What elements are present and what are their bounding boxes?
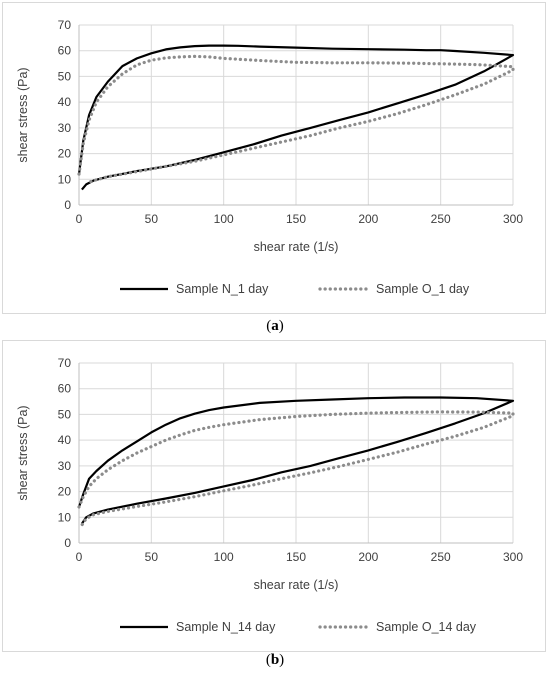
chart-1-y-axis-label: shear stress (Pa) bbox=[16, 405, 30, 500]
chart-0-legend-label-1: Sample O_1 day bbox=[376, 282, 470, 296]
chart-1-y-tick-label: 60 bbox=[58, 382, 72, 396]
chart-0-x-tick-label: 50 bbox=[145, 212, 159, 226]
chart-1-y-tick-label: 40 bbox=[58, 433, 72, 447]
chart-0-legend-label-0: Sample N_1 day bbox=[176, 282, 269, 296]
chart-0-y-tick-label: 20 bbox=[58, 147, 72, 161]
chart-1-series-line-1 bbox=[77, 410, 515, 527]
chart-1-x-tick-label: 250 bbox=[431, 550, 451, 564]
chart-1-y-tick-label: 0 bbox=[64, 536, 71, 550]
chart-1-series-line-0 bbox=[77, 396, 515, 525]
chart-1-legend-label-1: Sample O_14 day bbox=[376, 620, 477, 634]
chart-0-y-axis-label: shear stress (Pa) bbox=[16, 67, 30, 162]
chart-0-x-tick-label: 300 bbox=[503, 212, 523, 226]
chart-0-y-tick-label: 30 bbox=[58, 121, 72, 135]
chart-1-y-tick-label: 70 bbox=[58, 356, 72, 370]
chart-1-x-tick-label: 150 bbox=[286, 550, 306, 564]
chart-1-x-tick-label: 50 bbox=[145, 550, 159, 564]
chart-1-x-axis-label: shear rate (1/s) bbox=[254, 578, 339, 592]
chart-1-x-tick-label: 300 bbox=[503, 550, 523, 564]
chart-0-y-tick-label: 10 bbox=[58, 172, 72, 186]
chart-0-x-tick-label: 200 bbox=[358, 212, 378, 226]
chart-b-svg: 0 10 20 30 40 50 60 70 0 50 100 150 200 250 300 shear r… bbox=[16, 356, 523, 634]
chart-1-y-tick-label: 10 bbox=[58, 510, 72, 524]
chart-0-x-tick-label: 0 bbox=[76, 212, 83, 226]
chart-a-svg: 0 10 20 30 40 50 60 70 0 50 100 150 200 250 300 shear r… bbox=[16, 18, 523, 296]
chart-1-x-tick-label: 0 bbox=[76, 550, 83, 564]
chart-0-y-tick-label: 40 bbox=[58, 95, 72, 109]
chart-0-x-tick-label: 250 bbox=[431, 212, 451, 226]
caption-a-label: a bbox=[271, 318, 279, 334]
chart-1-y-tick-label: 20 bbox=[58, 485, 72, 499]
chart-0-y-tick-label: 60 bbox=[58, 44, 72, 58]
chart-panel-a: 0 10 20 30 40 50 60 70 0 50 100 150 200 250 300 shear r… bbox=[2, 2, 546, 314]
chart-0-series-line-0 bbox=[77, 44, 515, 191]
chart-0-x-tick-label: 100 bbox=[214, 212, 234, 226]
caption-a: (a) bbox=[266, 318, 284, 334]
chart-0-y-tick-label: 0 bbox=[64, 198, 71, 212]
chart-1-legend-label-0: Sample N_14 day bbox=[176, 620, 276, 634]
caption-b: (b) bbox=[265, 652, 285, 668]
chart-1-x-tick-label: 200 bbox=[358, 550, 378, 564]
chart-0-x-tick-label: 150 bbox=[286, 212, 306, 226]
chart-1-y-tick-label: 50 bbox=[58, 407, 72, 421]
chart-0-y-tick-label: 70 bbox=[58, 18, 72, 32]
chart-1-y-tick-label: 30 bbox=[58, 459, 72, 473]
caption-b-label: b bbox=[270, 652, 280, 668]
chart-1-x-tick-label: 100 bbox=[214, 550, 234, 564]
chart-0-y-tick-label: 50 bbox=[58, 69, 72, 83]
chart-0-series-line-1 bbox=[77, 54, 515, 185]
chart-0-x-axis-label: shear rate (1/s) bbox=[254, 240, 339, 254]
chart-panel-b: 0 10 20 30 40 50 60 70 0 50 100 150 200 250 300 shear r… bbox=[2, 340, 546, 652]
